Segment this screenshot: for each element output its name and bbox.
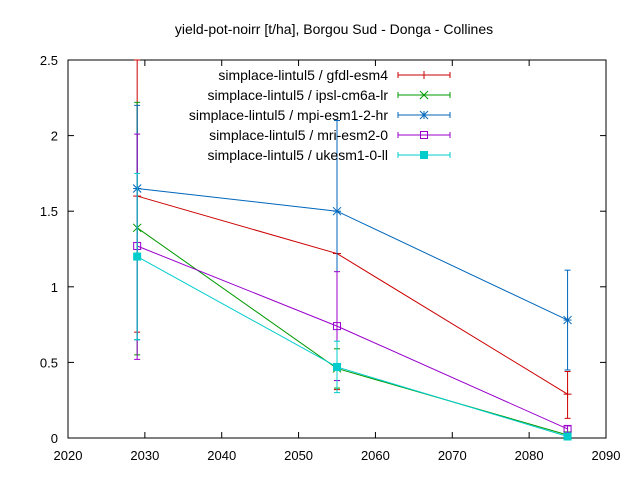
legend-marker [419,90,429,100]
legend-marker [419,110,429,120]
series-line [137,188,568,321]
x-tick-label: 2050 [284,448,313,463]
x-tick-label: 2070 [438,448,467,463]
legend-item-5: simplace-lintul5 / ukesm1-0-ll [207,147,451,163]
legend-marker [420,131,428,139]
legend-label: simplace-lintul5 / ipsl-cm6a-lr [208,87,389,103]
y-tick-label: 0.5 [40,355,58,370]
data-point [333,362,341,371]
legend-label: simplace-lintul5 / mri-esm2-0 [209,127,388,143]
legend-label: simplace-lintul5 / ukesm1-0-ll [207,147,388,163]
legend-item-4: simplace-lintul5 / mri-esm2-0 [209,127,451,143]
data-point [333,322,341,331]
legend-marker [420,71,428,79]
series-4 [133,133,572,434]
legend-label: simplace-lintul5 / gfdl-esm4 [218,67,388,83]
data-point [563,315,572,325]
x-tick-label: 2060 [361,448,390,463]
plot-area: 2020 2030 2040 2050 2060 2070 2080 2090 0 0.5 1 1.5… [40,53,621,463]
legend-item-3: simplace-lintul5 / mpi-esm1-2-hr [189,107,451,123]
data-point [563,432,572,441]
x-tick-label: 2090 [592,448,621,463]
y-tick-label: 2.5 [40,53,58,68]
y-tick-label: 1 [51,280,58,295]
y-tick-label: 2 [51,129,58,144]
data-point [563,390,572,399]
data-point [133,252,142,261]
data-point [332,206,342,216]
x-tick-label: 2080 [515,448,544,463]
plot-frame [67,59,607,439]
x-tick-label: 2040 [207,448,236,463]
legend-item-2: simplace-lintul5 / ipsl-cm6a-lr [208,87,451,103]
series-line [137,195,568,395]
series-line [136,227,568,436]
x-tick-label: 2030 [130,448,159,463]
legend-label: simplace-lintul5 / mpi-esm1-2-hr [189,107,389,123]
data-point [563,424,572,433]
y-tick-label: 0 [51,431,58,446]
y-tick-label: 1.5 [40,204,58,219]
legend: simplace-lintul5 / gfdl-esm4 simplace-lin… [189,67,451,163]
series-5 [133,172,572,441]
chart-title: yield-pot-noirr [t/ha], Borgou Sud - Don… [175,21,493,37]
legend-item-1: simplace-lintul5 / gfdl-esm4 [218,67,451,83]
legend-marker [420,151,428,159]
x-tick-label: 2020 [54,448,83,463]
series-line [136,256,568,437]
